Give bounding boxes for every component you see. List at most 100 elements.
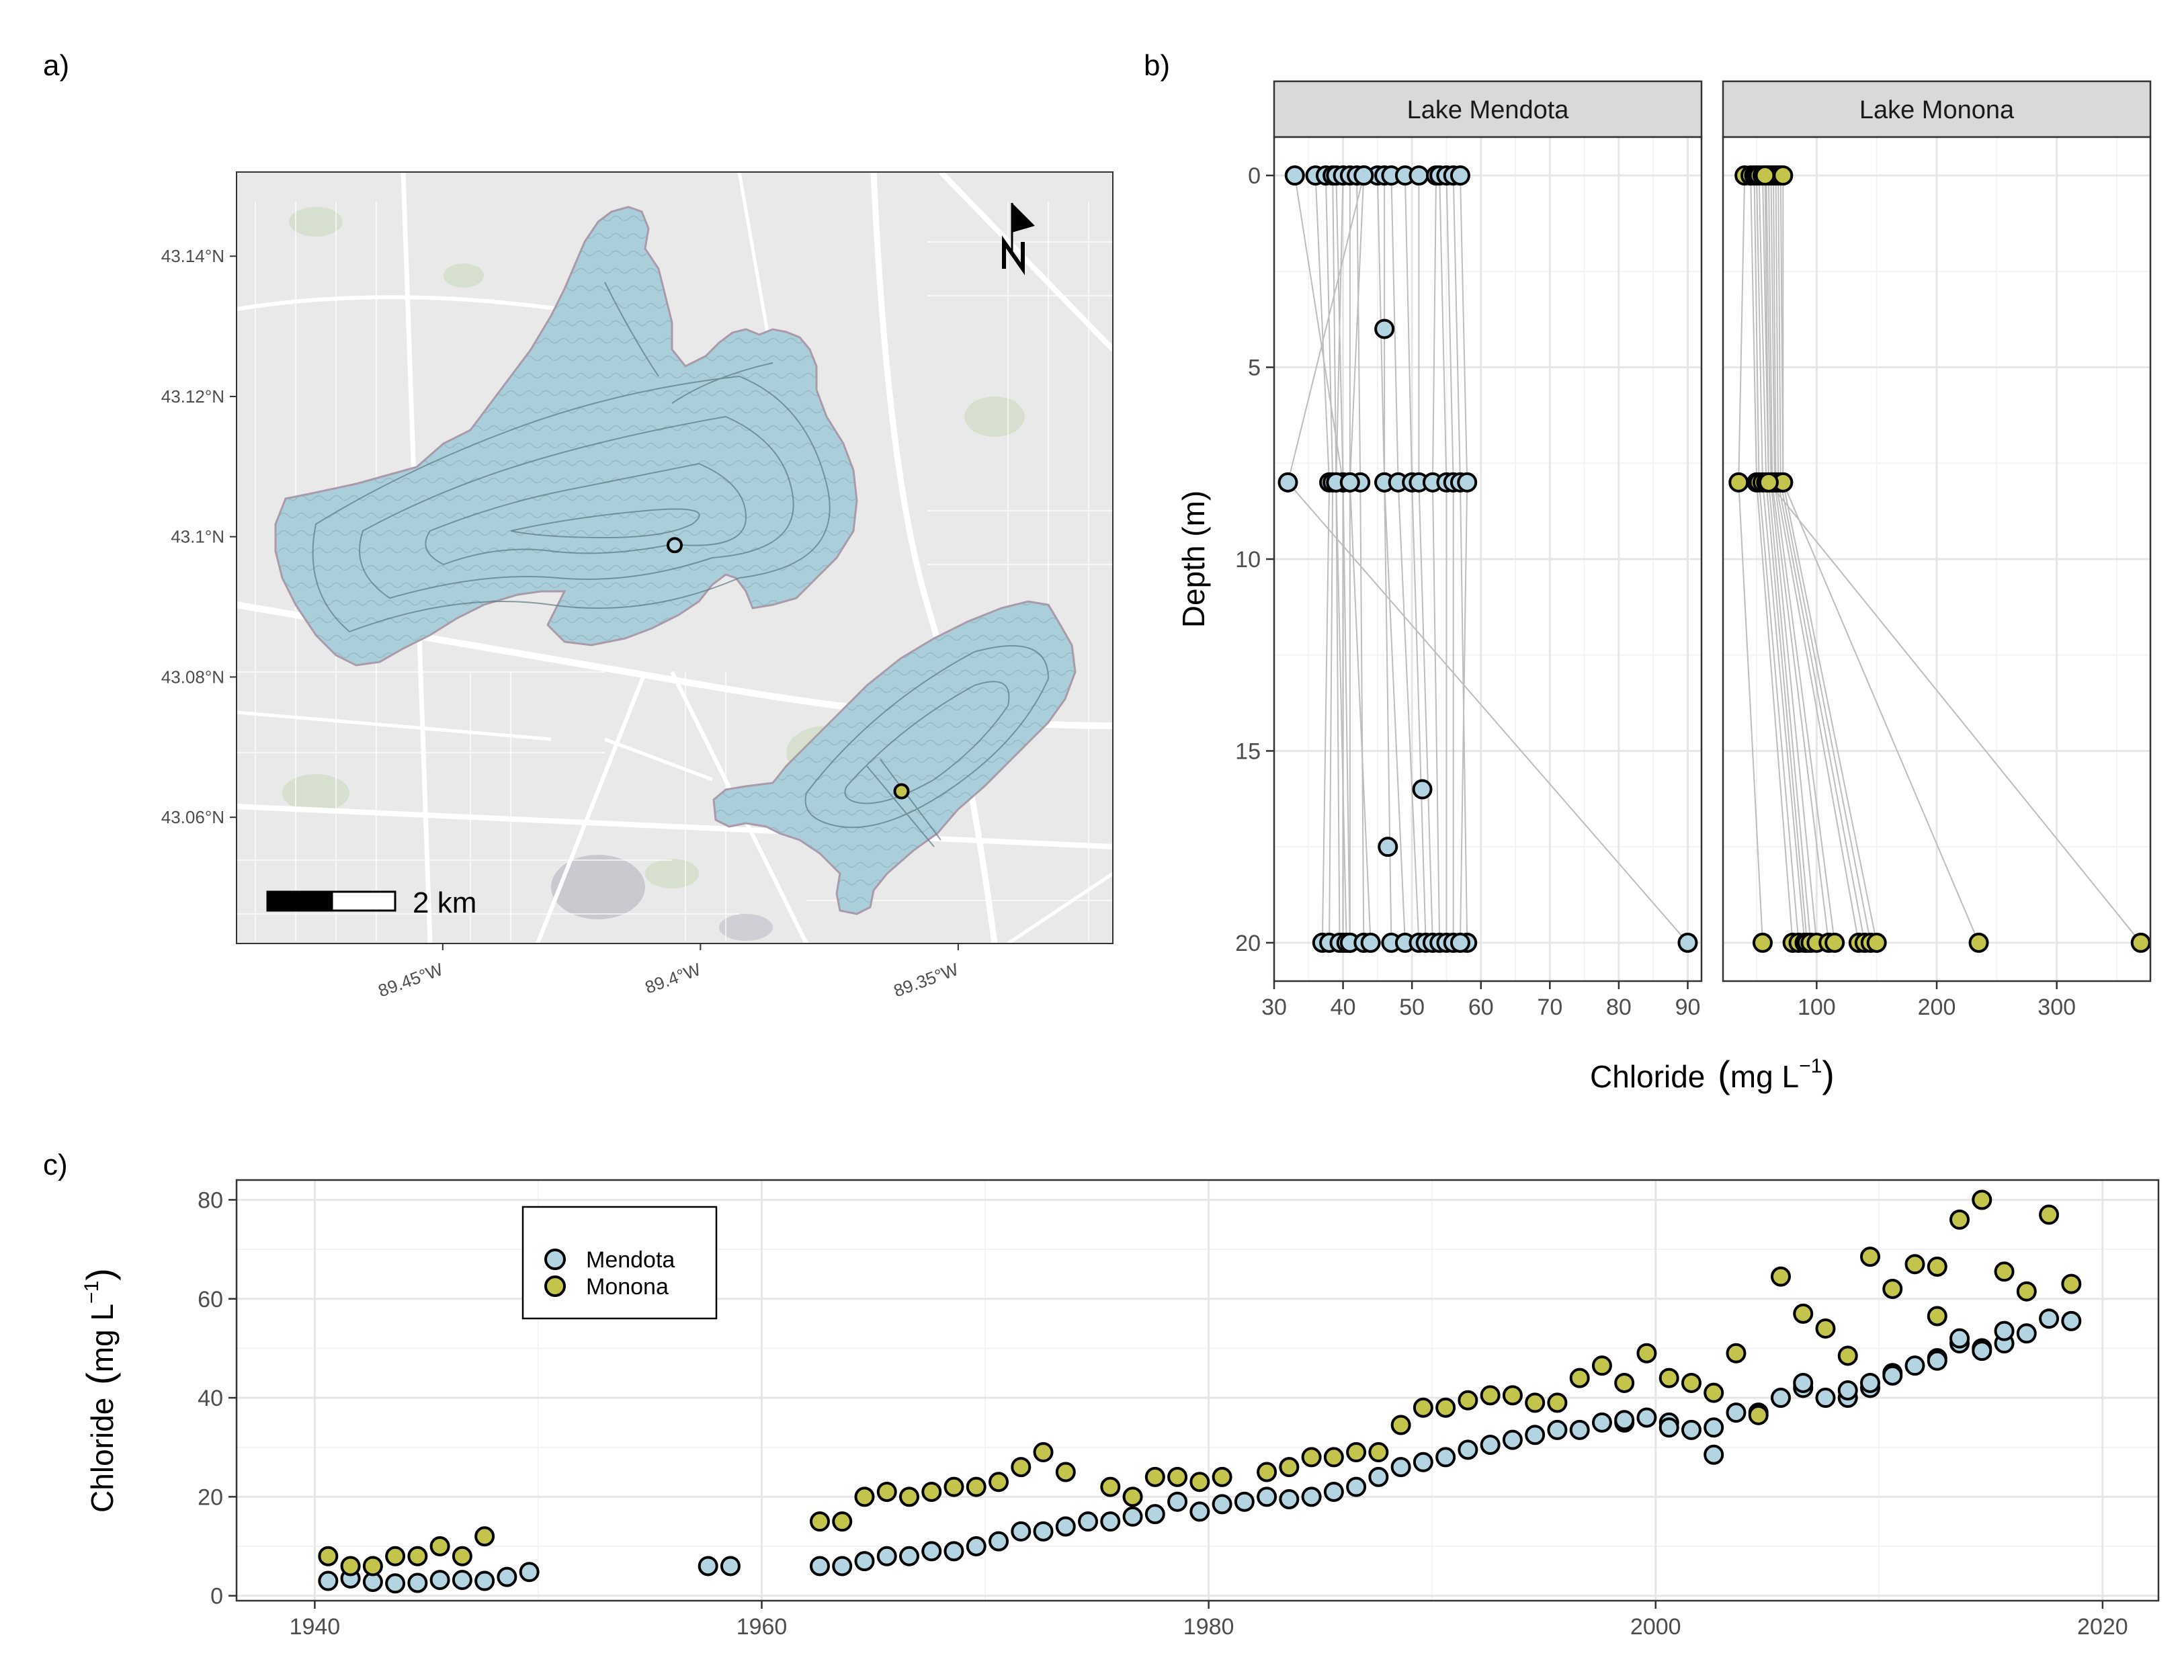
point-monona (1525, 1392, 1546, 1413)
depth-marks (1728, 165, 2150, 953)
depth-panel-monona: 100 200 300 (1723, 137, 2150, 1020)
depth-grid (1274, 137, 1702, 981)
point-monona (1904, 1254, 1925, 1275)
point-monona (1346, 1442, 1367, 1463)
point-mendota (1301, 1486, 1322, 1507)
point-mendota (1793, 1372, 1814, 1393)
time-x-tick-label: 2020 (2077, 1614, 2128, 1640)
point-monona (1055, 1462, 1076, 1482)
point-monona (385, 1546, 406, 1566)
point-mendota (832, 1556, 853, 1577)
point-mendota (1346, 1476, 1367, 1497)
legend-key-monona (544, 1275, 566, 1297)
map-panel: 2 km N 43.14°N 43.12°N 43.1°N 43.08°N 43.06°… (161, 171, 1114, 1001)
point-mendota (1368, 1466, 1389, 1487)
mendota-bathymetry (312, 282, 831, 633)
depth-x-tick-label: 70 (1537, 995, 1562, 1020)
point-mendota (698, 1556, 718, 1577)
point-mendota (1279, 1489, 1300, 1510)
north-arrow-icon: N (1002, 203, 1035, 276)
sample-site-monona (893, 783, 910, 800)
point-mendota (1547, 1419, 1568, 1440)
point-mendota (1055, 1516, 1076, 1537)
point-mendota (1144, 1504, 1165, 1525)
depth-y-tick-label: 10 (1235, 547, 1261, 573)
point-monona (362, 1556, 383, 1577)
chloride-axis-title-c-unit: mg L (85, 1304, 120, 1372)
point-mendota (1078, 1511, 1099, 1532)
point-mendota (2061, 1310, 2082, 1331)
point-monona (1257, 1462, 1277, 1482)
depth-point (1824, 932, 1845, 953)
time-y-tick-label: 80 (198, 1187, 223, 1213)
point-mendota (1033, 1521, 1054, 1542)
point-mendota (1390, 1457, 1411, 1478)
depth-point (1450, 932, 1470, 953)
map-lat-tick-label: 43.12°N (161, 386, 224, 407)
point-monona (809, 1511, 830, 1532)
point-mendota (1569, 1419, 1590, 1440)
depth-point (1773, 165, 1794, 186)
strip-label-monona: Lake Monona (1859, 96, 2015, 124)
strip-lake-monona (1722, 80, 2152, 138)
depth-point (1360, 932, 1381, 953)
point-mendota (876, 1546, 897, 1566)
point-mendota (966, 1536, 986, 1556)
depth-point (1409, 165, 1429, 186)
time-y-tick-label: 60 (198, 1287, 223, 1312)
point-monona (1167, 1466, 1188, 1487)
point-mendota (1525, 1425, 1546, 1445)
time-x-tick-label: 1980 (1183, 1614, 1234, 1640)
depth-point (2130, 932, 2150, 953)
panel-letter-c: c) (43, 1148, 68, 1181)
depth-panel-mendota: 30 40 50 60 70 80 90 0 5 10 15 20 (1235, 137, 1702, 1020)
point-monona (1793, 1303, 1814, 1324)
point-monona (1569, 1368, 1590, 1388)
scale-bar: 2 km (266, 886, 476, 919)
point-mendota (385, 1573, 406, 1594)
legend-label-monona: Monona (586, 1274, 669, 1300)
point-monona (921, 1481, 942, 1502)
time-series-ticks: 1940 1960 1980 2000 2020 0 20 40 60 80 (198, 1187, 2128, 1640)
point-mendota (1167, 1491, 1188, 1512)
point-mendota (989, 1531, 1009, 1552)
time-series-points (318, 1189, 2082, 1594)
point-monona (1704, 1382, 1724, 1403)
point-monona (1614, 1372, 1635, 1393)
map-lon-tick-label: 89.4°W (642, 959, 704, 998)
depth-frame-mendota (1273, 136, 1703, 982)
point-mendota (474, 1570, 495, 1591)
chloride-axis-title-c: Chloride (mg L−1) (79, 1268, 121, 1513)
time-y-tick-label: 0 (210, 1584, 223, 1609)
point-monona (1390, 1415, 1411, 1435)
point-mendota (1972, 1341, 1992, 1361)
point-monona (1927, 1306, 1947, 1327)
point-mendota (2039, 1308, 2060, 1329)
small-lake (719, 914, 773, 941)
sample-site-mendota (667, 537, 683, 554)
depth-x-tick-label: 60 (1468, 995, 1494, 1020)
depth-frame-monona (1722, 136, 2152, 982)
panel-letter-b: b) (1144, 49, 1170, 82)
point-monona (1681, 1372, 1702, 1393)
depth-point (1866, 932, 1887, 953)
point-mendota (1480, 1435, 1501, 1456)
panel-letter-a: a) (43, 49, 69, 82)
point-monona (1502, 1385, 1523, 1406)
point-monona (1480, 1385, 1501, 1406)
point-mendota (854, 1551, 875, 1572)
point-monona (1144, 1466, 1165, 1487)
point-mendota (1100, 1511, 1121, 1532)
point-monona (989, 1472, 1009, 1493)
point-monona (1837, 1345, 1858, 1366)
point-monona (1658, 1368, 1679, 1388)
monona-bathymetry (804, 645, 1050, 847)
time-x-tick-label: 2000 (1630, 1614, 1681, 1640)
point-mendota (1770, 1388, 1791, 1409)
point-monona (1011, 1457, 1032, 1478)
point-mendota (1591, 1412, 1612, 1433)
point-mendota (1458, 1439, 1478, 1460)
point-mendota (1927, 1350, 1947, 1371)
depth-point (1339, 472, 1360, 493)
point-mendota (1257, 1486, 1277, 1507)
